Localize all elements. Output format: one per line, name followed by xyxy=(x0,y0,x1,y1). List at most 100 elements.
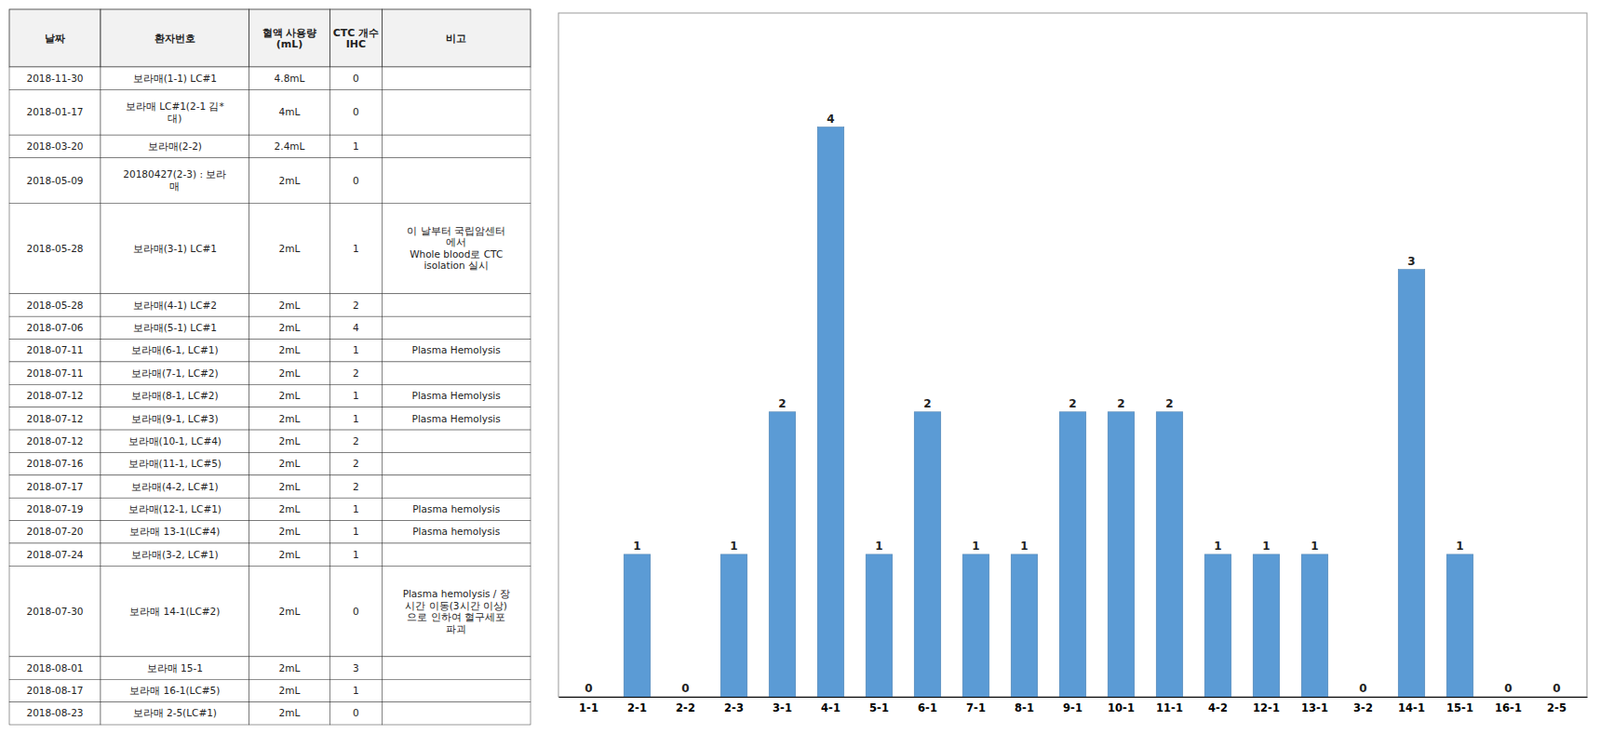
table-header: 비고 xyxy=(445,32,467,45)
bar xyxy=(1107,412,1135,698)
x-tick: 2-5 xyxy=(1546,701,1567,715)
text-line: 파괴 xyxy=(445,623,467,635)
table-cell xyxy=(381,67,531,90)
table-cell xyxy=(249,362,331,385)
table-cell xyxy=(329,158,382,204)
text-line: 3 xyxy=(352,662,360,674)
text-line: 2mL xyxy=(279,707,301,719)
text-line: 2mL xyxy=(279,413,301,425)
data-label: 1 xyxy=(1455,539,1464,553)
table-cell xyxy=(9,543,101,566)
text-line: 보라매(9-1, LC#3) xyxy=(131,413,219,425)
table-header-cell xyxy=(329,9,382,68)
text-line: (mL) xyxy=(276,38,304,51)
x-tick-label: 3-1 xyxy=(772,701,793,715)
text-line: 2mL xyxy=(279,174,301,187)
text-line: 1 xyxy=(352,525,360,538)
text-line: 2018-07-12 xyxy=(26,413,83,425)
text-line: 비고 xyxy=(445,32,467,45)
table-cell-text: 이 날부터 국립암센터에서Whole blood로 CTCisolation 실… xyxy=(406,225,506,271)
table-cell xyxy=(249,134,331,158)
table-cell xyxy=(249,384,331,407)
text-line: 2018-05-28 xyxy=(26,299,83,311)
text-line: 1 xyxy=(352,242,360,255)
table-cell xyxy=(249,657,331,680)
data-label: 1 xyxy=(1262,539,1270,553)
table-cell-text: 1 xyxy=(352,503,360,515)
data-label: 0 xyxy=(1358,682,1367,696)
table-cell-text: 보라매(11-1, LC#5) xyxy=(128,457,222,470)
table-cell xyxy=(100,67,250,90)
text-line: 보라매 13-1(LC#4) xyxy=(129,525,220,538)
x-tick-label: 4-2 xyxy=(1208,701,1228,715)
table-cell-text: 1 xyxy=(352,389,360,402)
table-cell xyxy=(9,158,101,204)
text-line: 이 날부터 국립암센터 xyxy=(406,225,506,237)
table-cell xyxy=(329,679,382,702)
data-label: 1 xyxy=(729,539,738,553)
table-cell-text: 2mL xyxy=(279,707,301,719)
table-cell-text: 4.8mL xyxy=(274,72,306,84)
table-cell xyxy=(249,430,331,453)
text-line: 1 xyxy=(352,344,360,356)
text-line: 1 xyxy=(352,685,360,697)
bar-chart: 0101241211222111031001-12-12-22-33-14-15… xyxy=(558,13,1588,715)
x-tick-label: 9-1 xyxy=(1062,701,1083,715)
table-cell-text: 보라매 15-1 xyxy=(147,662,203,674)
table-cell-text: 2mL xyxy=(279,242,301,255)
text-line: 보라매 15-1 xyxy=(147,662,203,674)
table-cell xyxy=(249,294,331,317)
x-tick: 15-1 xyxy=(1446,701,1474,715)
table-cell xyxy=(381,294,531,317)
table-cell-text: 2mL xyxy=(279,685,301,697)
table-cell-text: Plasma Hemolysis xyxy=(412,413,501,425)
text-line: 시간 이동(3시간 이상) xyxy=(404,600,508,612)
table-cell-text: 보라매(8-1, LC#2) xyxy=(131,389,219,402)
table-cell xyxy=(381,339,531,363)
table-cell xyxy=(381,657,531,680)
table-cell xyxy=(381,543,531,566)
text-line: 2018-07-30 xyxy=(26,605,83,618)
table-cell xyxy=(100,475,250,498)
table-cell xyxy=(329,657,382,680)
x-tick-label: 15-1 xyxy=(1446,701,1474,715)
table-cell xyxy=(249,202,331,295)
table-cell-text: 보라매(9-1, LC#3) xyxy=(131,413,219,425)
data-label: 0 xyxy=(1552,682,1560,696)
table-cell xyxy=(249,565,331,658)
table-cell-text: 보라매(12-1, LC#1) xyxy=(128,503,222,515)
table-cell xyxy=(100,407,250,431)
table-cell xyxy=(329,294,382,317)
table-cell-text: 2018-08-17 xyxy=(26,685,83,697)
x-tick: 16-1 xyxy=(1494,701,1522,715)
text-line: 4 xyxy=(352,322,360,334)
text-line: 4.8mL xyxy=(274,72,306,84)
table-cell xyxy=(9,679,101,702)
table-cell-text: 2018-07-12 xyxy=(26,389,83,402)
table-cell xyxy=(9,384,101,407)
table-cell xyxy=(100,702,250,726)
table-cell xyxy=(329,67,382,90)
table-cell-text: 2018-03-20 xyxy=(26,140,83,152)
x-tick: 4-1 xyxy=(820,701,841,715)
table-cell-text: 보라매(3-2, LC#1) xyxy=(131,549,219,561)
x-tick: 6-1 xyxy=(917,701,938,715)
table-cell xyxy=(381,158,531,204)
table-header-cell xyxy=(249,9,331,68)
text-line: 보라매(3-1) LC#1 xyxy=(133,242,217,255)
text-line: 보라매(4-1) LC#2 xyxy=(133,299,217,311)
bar xyxy=(1543,697,1571,699)
text-line: 2018-05-09 xyxy=(26,174,83,187)
table-cell xyxy=(9,362,101,385)
data-label: 0 xyxy=(1504,682,1512,696)
table-cell xyxy=(381,430,531,453)
table-cell-text: 보라매 2-5(LC#1) xyxy=(133,707,217,719)
text-line: 보라매(5-1) LC#1 xyxy=(133,322,217,334)
text-line: 보라매 LC#1(2-1 김* xyxy=(125,100,225,112)
data-label: 3 xyxy=(1407,255,1415,269)
table-header-cell xyxy=(381,9,531,68)
table-cell xyxy=(9,702,101,726)
data-label: 2 xyxy=(1165,397,1173,411)
text-line: 2mL xyxy=(279,322,301,334)
text-line: 0 xyxy=(352,605,360,618)
